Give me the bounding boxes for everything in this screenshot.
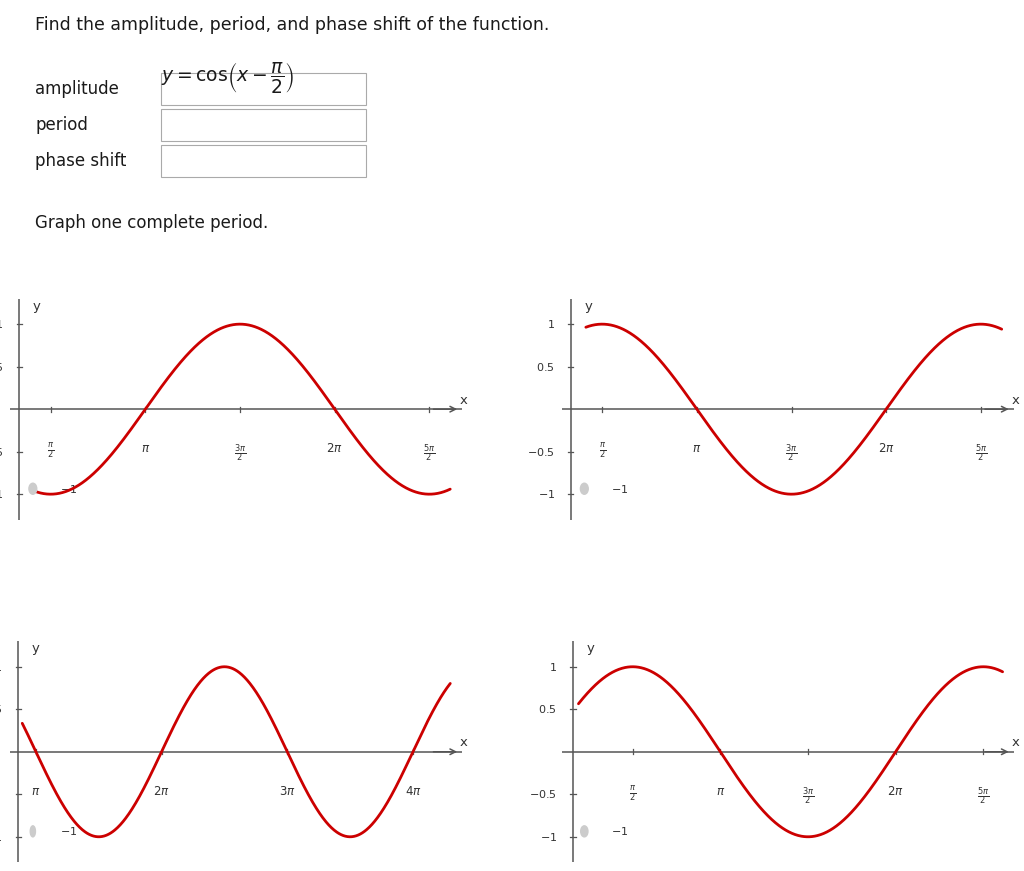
Text: $2\pi$: $2\pi$ [327,442,343,456]
Circle shape [581,826,588,837]
Text: $-0.5$: $-0.5$ [527,446,555,457]
Text: $-1$: $-1$ [0,831,2,843]
FancyBboxPatch shape [161,73,367,105]
Text: y: y [585,300,592,313]
Text: $1$: $1$ [0,661,2,672]
Text: phase shift: phase shift [35,152,127,170]
Text: $0.5$: $0.5$ [0,361,3,373]
Text: $-1$: $-1$ [611,826,629,837]
Text: $-0.5$: $-0.5$ [0,446,3,457]
Text: amplitude: amplitude [35,80,119,98]
Text: $1$: $1$ [547,318,555,330]
Text: $-1$: $-1$ [60,483,77,495]
Text: $-0.5$: $-0.5$ [0,788,2,800]
Text: $3\pi$: $3\pi$ [279,785,296,798]
Text: $\pi$: $\pi$ [692,442,701,456]
Text: $\pi$: $\pi$ [716,785,725,798]
Text: $\frac{\pi}{2}$: $\frac{\pi}{2}$ [599,442,606,462]
Text: $2\pi$: $2\pi$ [887,785,904,798]
Text: $\pi$: $\pi$ [140,442,150,456]
Text: $0.5$: $0.5$ [539,703,557,715]
Text: $\frac{5\pi}{2}$: $\frac{5\pi}{2}$ [977,785,989,807]
Text: $-1$: $-1$ [538,488,555,500]
Text: $\pi$: $\pi$ [32,785,41,798]
Text: $\frac{\pi}{2}$: $\frac{\pi}{2}$ [629,785,636,804]
Text: x: x [1012,394,1019,407]
Text: $1$: $1$ [549,661,557,672]
Text: $-1$: $-1$ [611,483,629,495]
Text: $-1$: $-1$ [60,826,77,837]
Circle shape [31,826,36,837]
Text: x: x [460,736,468,749]
Text: period: period [35,116,88,134]
Text: $\frac{5\pi}{2}$: $\frac{5\pi}{2}$ [423,442,435,464]
Text: $2\pi$: $2\pi$ [878,442,895,456]
Text: $y = \cos\!\left(x - \dfrac{\pi}{2}\right)$: $y = \cos\!\left(x - \dfrac{\pi}{2}\righ… [161,60,294,95]
Text: $\frac{\pi}{2}$: $\frac{\pi}{2}$ [47,442,54,462]
Text: $\frac{5\pi}{2}$: $\frac{5\pi}{2}$ [975,442,987,464]
Text: Find the amplitude, period, and phase shift of the function.: Find the amplitude, period, and phase sh… [35,17,550,35]
Text: $\frac{3\pi}{2}$: $\frac{3\pi}{2}$ [233,442,246,464]
Text: $0.5$: $0.5$ [537,361,555,373]
Text: $\frac{3\pi}{2}$: $\frac{3\pi}{2}$ [785,442,798,464]
Text: $-1$: $-1$ [0,488,3,500]
FancyBboxPatch shape [161,109,367,141]
Text: $4\pi$: $4\pi$ [404,785,421,798]
Text: $1$: $1$ [0,318,3,330]
FancyBboxPatch shape [161,145,367,177]
Text: $2\pi$: $2\pi$ [154,785,170,798]
Text: x: x [1012,736,1019,749]
Text: Graph one complete period.: Graph one complete period. [35,214,268,233]
Circle shape [29,483,37,494]
Text: $0.5$: $0.5$ [0,703,2,715]
Text: y: y [33,300,41,313]
Text: x: x [460,394,468,407]
Text: $-0.5$: $-0.5$ [529,788,557,800]
Text: $\frac{3\pi}{2}$: $\frac{3\pi}{2}$ [802,785,814,807]
Text: y: y [32,643,40,656]
Text: y: y [587,643,594,656]
Text: $-1$: $-1$ [540,831,557,843]
Circle shape [581,483,588,494]
